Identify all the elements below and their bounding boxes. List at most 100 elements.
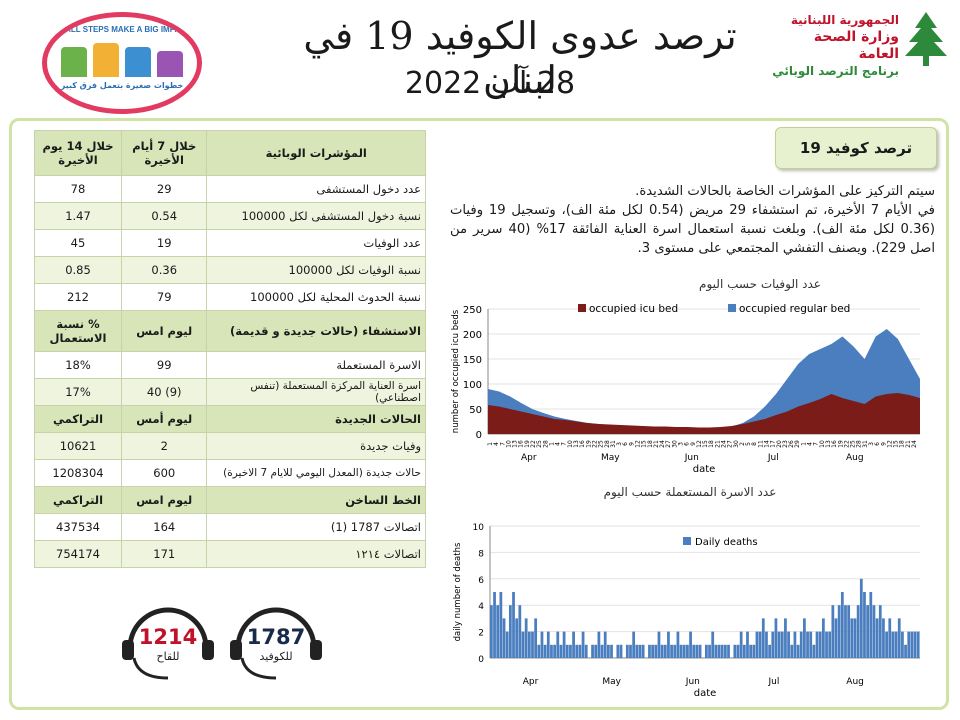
y-tick-label: 2 bbox=[478, 629, 484, 639]
day-tick-label: 13 bbox=[825, 440, 832, 448]
death-bar bbox=[546, 631, 550, 658]
death-bar bbox=[714, 644, 718, 658]
table-cell: 437534 bbox=[34, 513, 122, 541]
death-bar bbox=[859, 578, 863, 658]
day-tick-label: 7 bbox=[499, 442, 506, 446]
day-tick-label: 20 bbox=[776, 440, 783, 448]
death-bar bbox=[869, 592, 873, 658]
table-row: الاسرة المستعملة 99 18% bbox=[34, 351, 426, 379]
death-bar bbox=[733, 644, 737, 658]
day-tick-label: 12 bbox=[634, 440, 641, 448]
death-bar bbox=[705, 644, 708, 658]
death-bar bbox=[559, 644, 563, 658]
table-header-cell: المؤشرات الوبائية bbox=[206, 130, 426, 176]
death-bar bbox=[755, 631, 759, 658]
day-tick-label: 19 bbox=[837, 440, 844, 448]
death-bar bbox=[648, 644, 651, 658]
death-bar bbox=[553, 644, 556, 658]
death-bar bbox=[711, 631, 715, 658]
campaign-slogan-arabic: خطوات صغيرة بتعمل فرق كبير bbox=[60, 81, 184, 90]
day-tick-label: 1 bbox=[800, 442, 807, 446]
death-bar bbox=[638, 644, 642, 658]
death-bar bbox=[562, 631, 566, 658]
death-bar bbox=[540, 631, 544, 658]
day-tick-label: 15 bbox=[702, 440, 709, 448]
death-bar bbox=[508, 605, 512, 658]
death-bar bbox=[600, 644, 604, 658]
death-bar bbox=[534, 618, 538, 658]
death-bar bbox=[901, 631, 904, 658]
day-tick-label: 18 bbox=[647, 440, 654, 448]
table-cell: 754174 bbox=[34, 540, 122, 568]
death-bar bbox=[616, 644, 620, 658]
y-tick-label: 8 bbox=[478, 549, 484, 559]
y-tick-label: 50 bbox=[469, 405, 482, 416]
table-row: نسبة دخول المستشفى لكل 100000 0.54 1.47 bbox=[34, 202, 426, 230]
death-bar bbox=[663, 644, 667, 658]
death-bar bbox=[597, 631, 601, 658]
table-cell: 1.47 bbox=[34, 202, 122, 230]
table-header-cell: % نسبة الاستعمال bbox=[34, 310, 122, 352]
table-header-cell: خلال 7 أيام الأخيرة bbox=[120, 130, 208, 176]
month-label: Jul bbox=[767, 453, 779, 463]
table-header-cell: ليوم امس bbox=[120, 486, 208, 514]
death-bar bbox=[790, 644, 794, 658]
death-bar bbox=[610, 644, 613, 658]
table-cell: 29 bbox=[120, 175, 208, 203]
death-bar bbox=[565, 644, 569, 658]
death-bar bbox=[840, 592, 844, 658]
legend-swatch bbox=[578, 304, 586, 312]
y-tick-label: 4 bbox=[478, 602, 484, 612]
day-tick-label: 4 bbox=[555, 442, 562, 446]
month-label: Aug bbox=[846, 677, 864, 687]
day-tick-label: 25 bbox=[850, 440, 857, 448]
legend-label: occupied icu bed bbox=[589, 303, 678, 315]
death-bar bbox=[863, 592, 866, 658]
death-bar bbox=[518, 605, 522, 658]
table-cell: اتصالات ١٢١٤ bbox=[206, 540, 426, 568]
hotline-1787-icon: 1787 للكوفيد bbox=[230, 607, 322, 680]
death-bar bbox=[670, 644, 673, 658]
death-bar bbox=[736, 644, 740, 658]
campaign-logo: SMALL STEPS MAKE A BIG IMPACT خطوات صغير… bbox=[42, 12, 202, 114]
ministry-name: الجمهورية اللبنانية وزارة الصحة العامة ب… bbox=[769, 12, 899, 80]
death-bar bbox=[505, 631, 509, 658]
day-tick-label: 29 bbox=[794, 440, 801, 448]
death-bar bbox=[796, 644, 800, 658]
death-bar bbox=[806, 631, 809, 658]
day-tick-label: 4 bbox=[807, 442, 814, 446]
death-bar bbox=[774, 618, 778, 658]
death-bar bbox=[758, 631, 762, 658]
death-bar bbox=[856, 605, 860, 658]
death-bar bbox=[527, 631, 531, 658]
day-tick-label: 10 bbox=[505, 440, 512, 448]
day-tick-label: 1 bbox=[548, 442, 555, 446]
day-tick-label: 3 bbox=[616, 442, 623, 446]
table-cell: الاسرة المستعملة bbox=[206, 351, 426, 379]
hotline-1214-icon: 1214 للقاح bbox=[122, 607, 214, 680]
report-date: 28 آب 2022 bbox=[404, 66, 576, 101]
page-title: ترصد عدوى الكوفيد 19 في لبنان bbox=[303, 14, 737, 102]
day-tick-label: 15 bbox=[893, 440, 900, 448]
day-tick-label: 23 bbox=[782, 440, 789, 448]
table-section-header: الحالات الجديدة ليوم أمس التراكمي bbox=[34, 405, 426, 433]
death-bar bbox=[521, 631, 525, 658]
day-tick-label: 12 bbox=[886, 440, 893, 448]
death-bar bbox=[850, 618, 854, 658]
day-tick-label: 24 bbox=[911, 440, 918, 448]
death-bar bbox=[584, 644, 588, 658]
death-bar bbox=[667, 631, 670, 658]
day-tick-label: 16 bbox=[518, 440, 525, 448]
chart-1-title: عدد الوفيات حسب اليوم bbox=[699, 277, 821, 291]
death-bar bbox=[619, 644, 623, 658]
table-cell: 0.54 bbox=[120, 202, 208, 230]
day-tick-label: 1 bbox=[487, 442, 494, 446]
day-tick-label: 5 bbox=[745, 442, 752, 446]
ministry-line-2: وزارة الصحة العامة bbox=[813, 29, 899, 62]
day-tick-label: 16 bbox=[579, 440, 586, 448]
day-tick-label: 22 bbox=[530, 440, 537, 448]
death-bar bbox=[689, 631, 692, 658]
death-bar bbox=[815, 631, 819, 658]
campaign-icons bbox=[61, 43, 183, 77]
death-bar bbox=[746, 631, 749, 658]
